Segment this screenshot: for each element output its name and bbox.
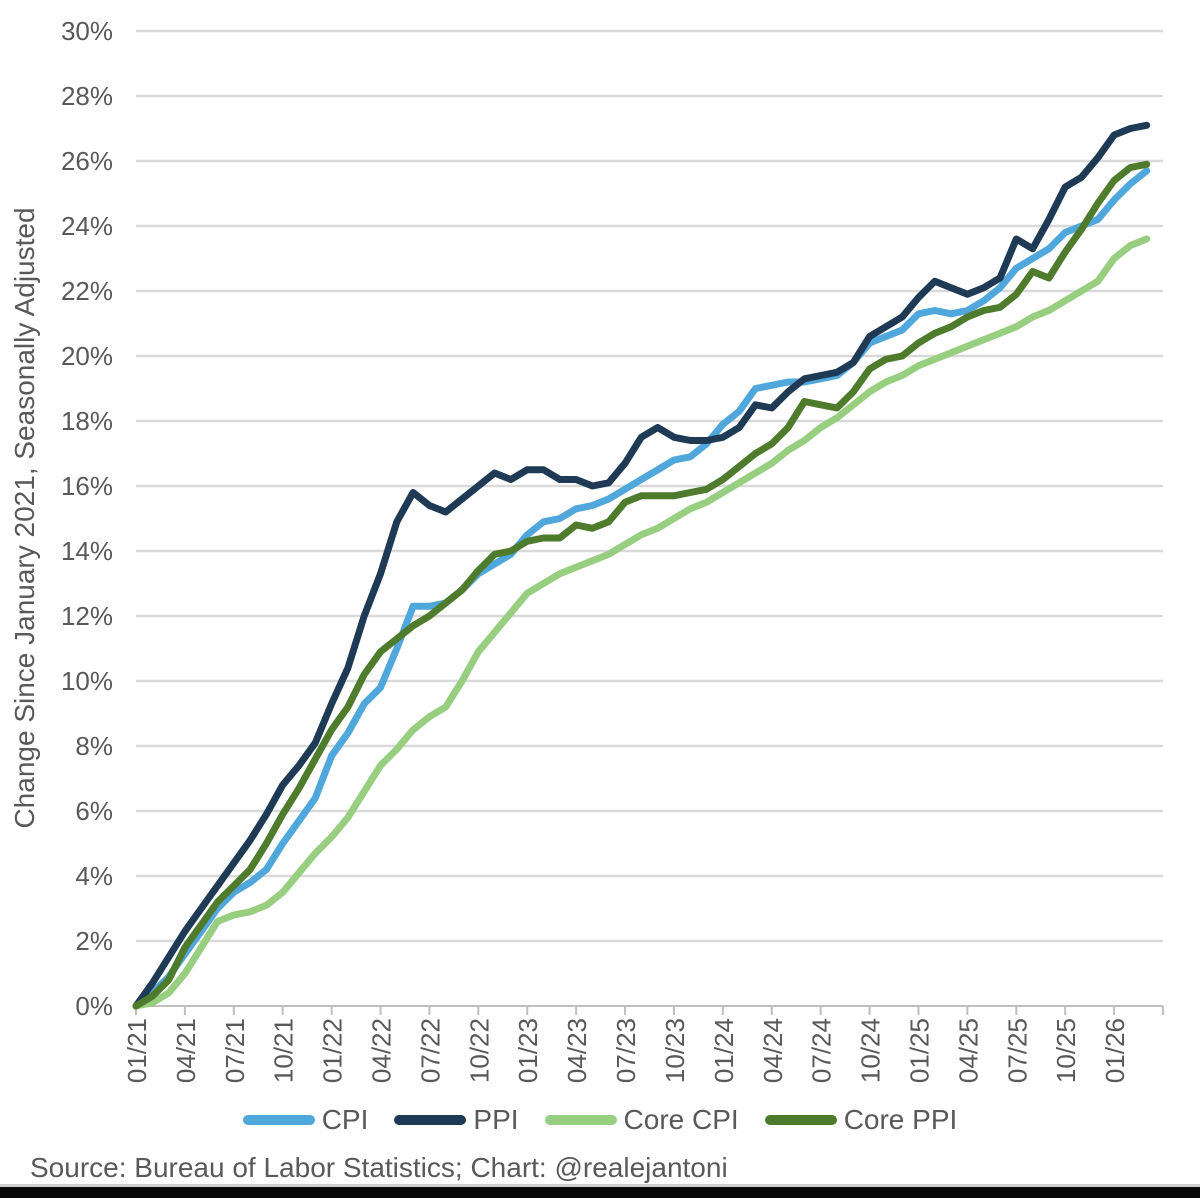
- y-tick-label: 22%: [61, 276, 113, 306]
- x-tick-label: 01/21: [122, 1018, 152, 1083]
- y-axis-title: Change Since January 2021, Seasonally Ad…: [9, 207, 40, 828]
- legend-item-core-ppi: Core PPI: [764, 1104, 958, 1135]
- series-line-ppi: [132, 121, 1151, 1010]
- inflation-line-chart: 0% 2% 4% 6% 8% 10% 12% 14% 16% 18% 20% 22% 24% 26% 28%…: [9, 16, 1164, 1083]
- source-note: Source: Bureau of Labor Statistics; Char…: [30, 1152, 728, 1183]
- window-bottom-bar: [0, 1184, 1200, 1198]
- gridlines: [136, 29, 1163, 943]
- legend-swatch-ppi: [394, 1115, 467, 1125]
- y-tick-label: 26%: [61, 146, 113, 176]
- series-line-core-ppi: [132, 160, 1151, 1010]
- x-tick-label: 04/21: [171, 1018, 201, 1083]
- y-tick-label: 6%: [75, 796, 113, 826]
- legend-item-core-cpi: Core CPI: [544, 1104, 739, 1135]
- y-tick-label: 4%: [75, 861, 113, 891]
- chart-legend: CPI PPI Core CPI Core PPI: [0, 1106, 1200, 1134]
- x-tick-label: 10/24: [856, 1018, 886, 1083]
- x-tick-label: 04/23: [562, 1018, 592, 1083]
- y-tick-label: 18%: [61, 406, 113, 436]
- y-tick-label: 28%: [61, 81, 113, 111]
- y-tick-label: 12%: [61, 601, 113, 631]
- legend-label-core-ppi: Core PPI: [843, 1104, 958, 1135]
- series-lines: [132, 121, 1151, 1010]
- legend-swatch-core-cpi: [544, 1115, 617, 1125]
- x-tick-label: 01/23: [513, 1018, 543, 1083]
- x-tick-label: 01/26: [1100, 1018, 1130, 1083]
- legend-item-cpi: CPI: [242, 1104, 369, 1135]
- series-line-cpi: [132, 167, 1151, 1010]
- x-tick-label: 04/22: [367, 1018, 397, 1083]
- x-tick-label: 10/21: [269, 1018, 299, 1083]
- x-tick-label: 04/24: [758, 1018, 788, 1083]
- y-tick-label: 14%: [61, 536, 113, 566]
- y-tick-label: 30%: [61, 16, 113, 46]
- series-line-core-cpi: [132, 235, 1151, 1010]
- x-tick-label: 07/25: [1002, 1018, 1032, 1083]
- x-tick-label: 07/22: [415, 1018, 445, 1083]
- legend-label-core-cpi: Core CPI: [623, 1104, 739, 1135]
- y-tick-label: 8%: [75, 731, 113, 761]
- x-tick-label: 01/25: [904, 1018, 934, 1083]
- y-tick-label: 10%: [61, 666, 113, 696]
- x-tick-labels: 01/21 04/21 07/21 10/21 01/22 04/22 07/22 10/22…: [122, 1018, 1130, 1083]
- x-tick-label: 10/23: [660, 1018, 690, 1083]
- legend-item-ppi: PPI: [394, 1104, 519, 1135]
- x-tick-label: 01/22: [318, 1018, 348, 1083]
- x-tick-label: 07/23: [611, 1018, 641, 1083]
- x-tick-label: 04/25: [953, 1018, 983, 1083]
- x-tick-label: 10/22: [464, 1018, 494, 1083]
- legend-label-ppi: PPI: [473, 1104, 519, 1135]
- y-tick-label: 2%: [75, 926, 113, 956]
- y-tick-label: 16%: [61, 471, 113, 501]
- y-tick-label: 20%: [61, 341, 113, 371]
- legend-label-cpi: CPI: [321, 1104, 369, 1135]
- x-tick-label: 01/24: [709, 1018, 739, 1083]
- x-axis: [135, 1005, 1164, 1015]
- legend-swatch-cpi: [242, 1115, 315, 1125]
- x-tick-label: 10/25: [1051, 1018, 1081, 1083]
- x-tick-label: 07/24: [807, 1018, 837, 1083]
- y-tick-label: 0%: [75, 991, 113, 1021]
- y-tick-label: 24%: [61, 211, 113, 241]
- legend-swatch-core-ppi: [764, 1115, 837, 1125]
- x-tick-label: 07/21: [220, 1018, 250, 1083]
- y-tick-labels: 0% 2% 4% 6% 8% 10% 12% 14% 16% 18% 20% 22% 24% 26% 28%…: [61, 16, 113, 1021]
